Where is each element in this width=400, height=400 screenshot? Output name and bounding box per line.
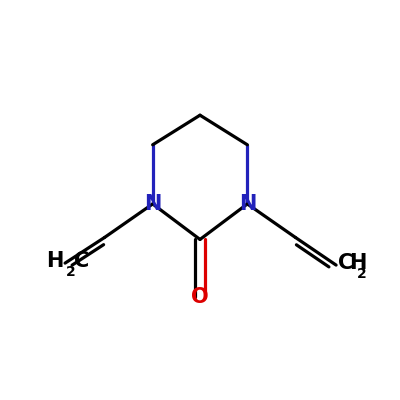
Text: N: N (239, 194, 256, 214)
Text: N: N (144, 194, 161, 214)
Text: H: H (46, 251, 63, 271)
Text: O: O (191, 287, 209, 307)
Text: 2: 2 (357, 267, 367, 281)
Text: C: C (338, 253, 353, 273)
Text: C: C (74, 251, 89, 271)
Text: 2: 2 (66, 265, 76, 279)
Text: H: H (349, 253, 366, 273)
